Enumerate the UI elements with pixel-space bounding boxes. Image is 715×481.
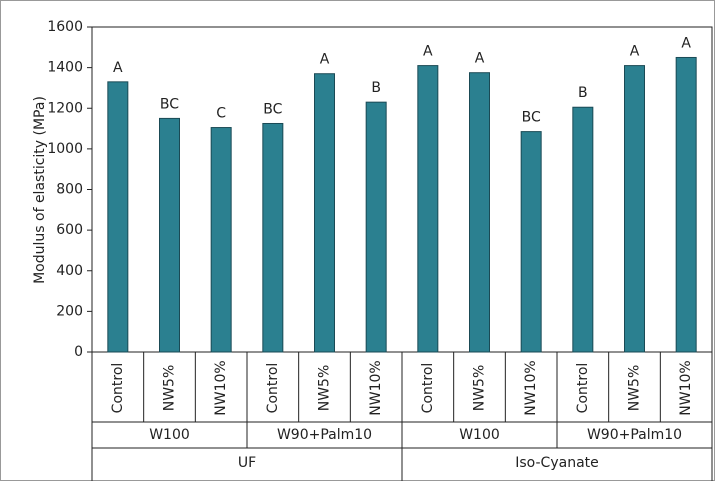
bar (572, 106, 594, 353)
bar (159, 117, 180, 353)
y-tick-label: 1200 (47, 100, 83, 116)
x-tick-label: Control (420, 363, 436, 414)
bar (262, 122, 284, 353)
annotation: A (113, 60, 123, 76)
x-tick-label: NW10% (678, 360, 694, 415)
y-tick-label: 400 (56, 263, 83, 279)
group-label: W100 (149, 427, 190, 443)
y-axis-label: Modulus of elasticity (MPa) (32, 96, 48, 284)
annotation: BC (522, 110, 541, 126)
x-tick-label: NW5% (472, 365, 488, 412)
annotation: BC (263, 101, 282, 117)
y-tick-label: 0 (74, 344, 83, 360)
annotation: A (681, 35, 691, 51)
bar (469, 72, 490, 353)
annotation: B (578, 85, 588, 101)
x-tick-label: Control (265, 363, 281, 414)
annotation: B (371, 80, 381, 96)
y-tick-label: 1400 (47, 60, 83, 76)
group-label: W90+Palm10 (277, 427, 372, 443)
supergroup-label: Iso-Cyanate (515, 455, 599, 471)
bar (365, 101, 387, 353)
x-tick-label: NW5% (317, 365, 333, 412)
bar (675, 56, 697, 353)
y-tick-label: 1000 (47, 141, 83, 157)
x-tick-label: NW5% (162, 365, 178, 412)
supergroup-label: UF (238, 455, 256, 471)
y-tick-label: 1600 (47, 19, 83, 35)
x-tick-label: NW10% (368, 360, 384, 415)
bar (417, 65, 439, 353)
bar (520, 131, 542, 353)
annotation: BC (160, 96, 179, 112)
bar (314, 73, 335, 353)
bar (210, 127, 232, 353)
bar (624, 65, 645, 353)
annotation: A (630, 44, 640, 60)
x-tick-label: Control (575, 363, 591, 414)
y-tick-label: 800 (56, 182, 83, 198)
annotation: A (475, 51, 485, 67)
annotation: A (320, 52, 330, 68)
group-label: W90+Palm10 (587, 427, 682, 443)
y-tick-label: 600 (56, 222, 83, 238)
annotation: A (423, 44, 433, 60)
x-tick-label: NW5% (627, 365, 643, 412)
bar (107, 81, 129, 353)
y-tick-label: 200 (56, 303, 83, 319)
x-tick-label: NW10% (213, 360, 229, 415)
x-tick-label: Control (110, 363, 126, 414)
x-tick-label: NW10% (523, 360, 539, 415)
group-label: W100 (459, 427, 500, 443)
annotation: C (216, 106, 226, 122)
